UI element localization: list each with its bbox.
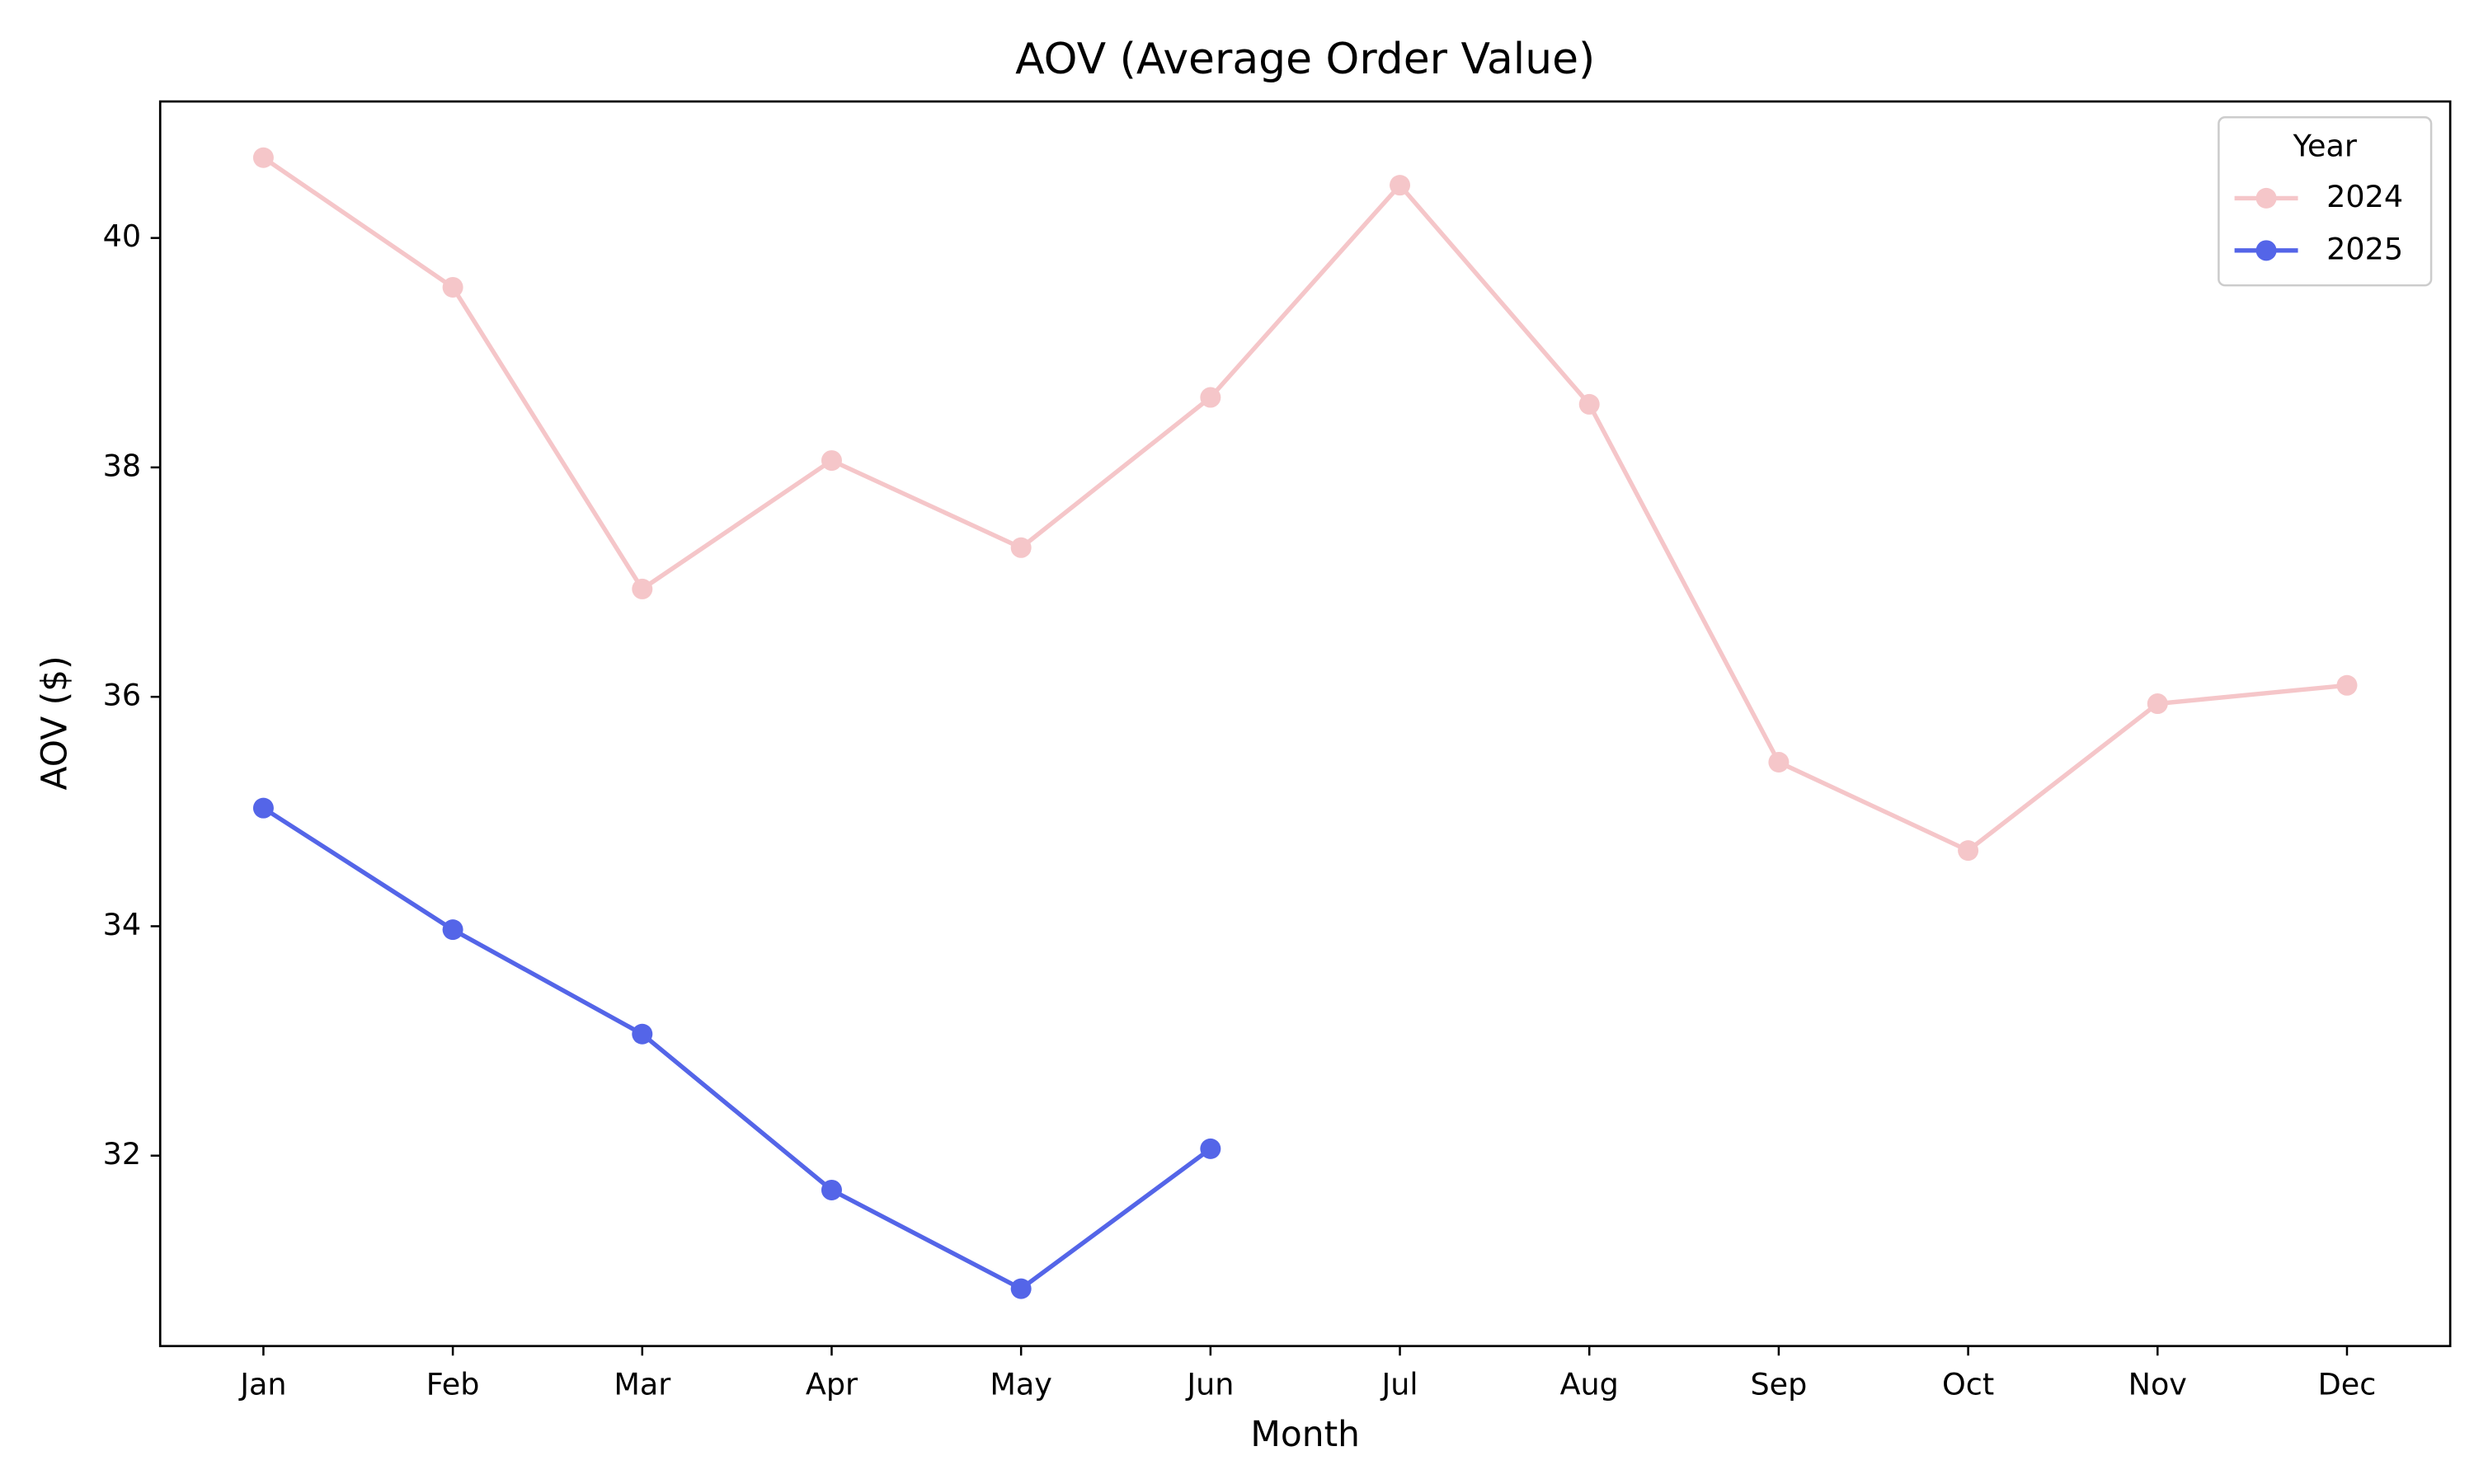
y-tick-label: 34 [103, 907, 141, 942]
x-tick-label: Jul [1380, 1366, 1418, 1402]
x-tick-label: Oct [1942, 1366, 1994, 1402]
data-point [1010, 537, 1032, 558]
plot-frame [158, 100, 2452, 1348]
y-tick-label: 40 [103, 218, 141, 254]
data-point [252, 147, 274, 168]
data-point [821, 450, 842, 472]
data-point [821, 1179, 842, 1200]
legend-marker [2255, 187, 2277, 209]
data-point [252, 797, 274, 819]
background [0, 4, 2474, 1480]
data-point [1578, 393, 1600, 415]
x-tick-label: Sep [1750, 1366, 1807, 1402]
data-point [442, 276, 463, 298]
legend-label: 2024 [2326, 179, 2403, 214]
data-point [1010, 1278, 1032, 1299]
legend-label: 2025 [2326, 231, 2403, 266]
x-tick-label: Feb [426, 1366, 480, 1402]
data-point [632, 1023, 653, 1045]
y-tick-label: 36 [103, 678, 141, 713]
y-axis-label: AOV ($) [35, 655, 75, 790]
data-point [2147, 693, 2168, 715]
data-point [1390, 175, 1411, 196]
data-point [442, 919, 463, 941]
y-tick-label: 38 [103, 448, 141, 483]
x-tick-label: Apr [806, 1366, 858, 1402]
y-tick-label: 32 [103, 1136, 141, 1172]
series-line [261, 805, 1212, 1292]
x-tick-label: Nov [2128, 1366, 2187, 1402]
data-point [1958, 840, 1979, 862]
data-point [632, 578, 653, 599]
series-line [261, 156, 2348, 853]
x-tick-label: May [990, 1366, 1052, 1402]
data-point [1200, 1138, 1221, 1159]
x-tick-label: Jun [1185, 1366, 1234, 1402]
x-tick-label: Jan [238, 1366, 286, 1402]
data-point [2336, 674, 2358, 696]
data-point [1768, 751, 1790, 773]
data-point [1200, 387, 1221, 408]
legend-marker [2255, 240, 2277, 261]
x-tick-label: Mar [614, 1366, 671, 1402]
x-axis-label: Month [1250, 1414, 1360, 1454]
x-tick-label: Dec [2318, 1366, 2377, 1402]
legend-title: Year [2293, 128, 2358, 163]
x-tick-label: Aug [1560, 1366, 1619, 1402]
chart-title: AOV (Average Order Value) [1015, 35, 1595, 84]
